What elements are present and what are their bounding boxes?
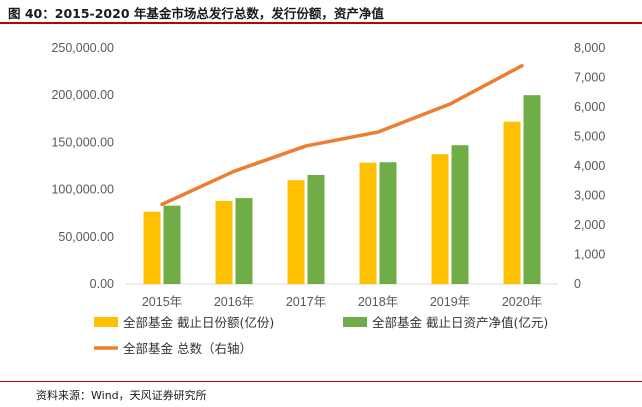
x-tick-label: 2018年: [358, 295, 398, 309]
bar-2: [163, 205, 181, 284]
y-left-tick-label: 100,000.00: [51, 183, 114, 197]
y-right-tick-label: 5,000: [574, 130, 605, 144]
y-right-tick-label: 0: [574, 277, 581, 291]
x-tick-label: 2017年: [286, 295, 326, 309]
y-right-tick-label: 6,000: [574, 100, 605, 114]
y-right-tick-label: 1,000: [574, 248, 605, 262]
bar-2: [523, 95, 541, 284]
title-divider: [0, 22, 642, 24]
bar-1: [143, 211, 161, 284]
bar-1: [503, 121, 521, 284]
y-left-tick-label: 250,000.00: [51, 41, 114, 55]
y-right-tick-label: 2,000: [574, 218, 605, 232]
legend-label: 全部基金 截止日份额(亿份): [123, 315, 274, 330]
bar-2: [235, 198, 253, 284]
combo-chart: 0.00 50,000.00 100,000.00 150,000.00 200,000…: [51, 41, 605, 356]
left-axis: 0.00 50,000.00 100,000.00 150,000.00 200,000…: [51, 41, 114, 291]
bar-2: [307, 174, 325, 284]
x-tick-label: 2019年: [430, 295, 470, 309]
x-tick-label: 2015年: [142, 295, 182, 309]
right-axis: 0 1,000 2,000 3,000 4,000 5,000 6,000 7,000 8,00…: [574, 41, 605, 291]
legend-swatch: [343, 317, 367, 327]
y-left-tick-label: 200,000.00: [51, 88, 114, 102]
x-tick-label: 2020年: [502, 295, 542, 309]
x-axis: 2015年 2016年 2017年 2018年 2019年 2020年: [142, 295, 542, 309]
y-right-tick-label: 7,000: [574, 71, 605, 85]
chart-title: 图 40：2015-2020 年基金市场总发行总数，发行份额，资产净值: [8, 6, 384, 21]
bar-1: [287, 180, 305, 284]
y-left-tick-label: 50,000.00: [58, 230, 114, 244]
y-left-tick-label: 0.00: [90, 277, 114, 291]
bars: [143, 95, 541, 284]
y-right-tick-label: 3,000: [574, 189, 605, 203]
legend: 全部基金 截止日份额(亿份) 全部基金 截止日资产净值(亿元) 全部基金 总数（右轴…: [94, 315, 548, 356]
bar-2: [379, 162, 397, 284]
line-series: [160, 63, 524, 207]
bar-2: [451, 145, 469, 284]
y-right-tick-label: 4,000: [574, 159, 605, 173]
total-count-line: [160, 63, 524, 207]
y-left-tick-label: 150,000.00: [51, 135, 114, 149]
bar-1: [431, 154, 449, 284]
legend-label: 全部基金 总数（右轴）: [123, 341, 252, 356]
legend-label: 全部基金 截止日资产净值(亿元): [372, 315, 548, 330]
y-right-tick-label: 8,000: [574, 41, 605, 55]
bar-1: [359, 162, 377, 284]
source-note: 资料来源：Wind，天风证券研究所: [36, 389, 207, 402]
legend-swatch: [94, 317, 118, 327]
bar-1: [215, 200, 233, 284]
footer-divider: [0, 381, 642, 382]
x-tick-label: 2016年: [214, 295, 254, 309]
